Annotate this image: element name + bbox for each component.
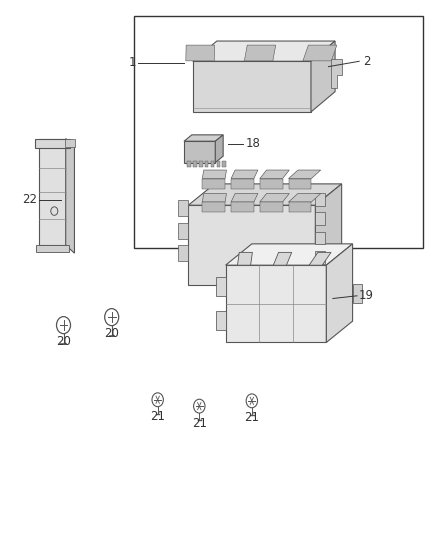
Polygon shape: [188, 184, 342, 205]
Text: 19: 19: [359, 289, 374, 302]
Polygon shape: [216, 311, 226, 330]
Polygon shape: [303, 45, 337, 61]
Polygon shape: [178, 245, 188, 261]
Polygon shape: [193, 61, 311, 112]
Polygon shape: [202, 193, 226, 202]
Polygon shape: [178, 223, 188, 239]
Polygon shape: [331, 59, 342, 88]
Polygon shape: [231, 179, 254, 189]
Polygon shape: [216, 277, 226, 296]
Bar: [216, 161, 220, 167]
Polygon shape: [289, 193, 321, 202]
Bar: [199, 161, 202, 167]
Polygon shape: [193, 41, 335, 61]
Polygon shape: [244, 45, 276, 61]
Text: 1: 1: [128, 56, 136, 69]
Polygon shape: [35, 139, 70, 148]
Polygon shape: [315, 184, 342, 285]
Text: 18: 18: [245, 138, 260, 150]
Polygon shape: [260, 170, 289, 179]
Polygon shape: [226, 265, 326, 343]
Polygon shape: [260, 179, 283, 189]
Polygon shape: [289, 179, 311, 189]
Polygon shape: [226, 244, 353, 265]
Bar: [134, 16, 423, 248]
Polygon shape: [188, 205, 315, 285]
Polygon shape: [315, 251, 325, 264]
Polygon shape: [289, 170, 321, 179]
Polygon shape: [315, 231, 325, 244]
Polygon shape: [202, 202, 225, 212]
Text: 20: 20: [104, 327, 119, 340]
Polygon shape: [309, 253, 331, 265]
Polygon shape: [231, 193, 258, 202]
Text: 21: 21: [150, 410, 165, 423]
Polygon shape: [186, 45, 215, 61]
Bar: [187, 161, 191, 167]
Polygon shape: [215, 135, 223, 163]
Polygon shape: [311, 41, 335, 112]
Polygon shape: [202, 179, 225, 189]
Polygon shape: [65, 139, 75, 147]
Polygon shape: [273, 253, 292, 265]
Polygon shape: [237, 253, 252, 265]
Text: 2: 2: [364, 55, 371, 68]
Polygon shape: [231, 170, 258, 179]
Bar: [205, 161, 208, 167]
Polygon shape: [326, 244, 353, 343]
Polygon shape: [36, 245, 69, 252]
Polygon shape: [315, 193, 325, 206]
Polygon shape: [289, 202, 311, 212]
Text: 21: 21: [192, 417, 207, 430]
Bar: [193, 161, 197, 167]
Polygon shape: [184, 141, 215, 163]
Text: 20: 20: [56, 335, 71, 348]
Text: 21: 21: [244, 411, 259, 424]
Polygon shape: [66, 139, 74, 253]
Polygon shape: [315, 213, 325, 225]
Polygon shape: [231, 202, 254, 212]
Polygon shape: [260, 193, 289, 202]
Polygon shape: [202, 170, 226, 179]
Polygon shape: [184, 135, 223, 141]
Polygon shape: [39, 139, 66, 245]
Polygon shape: [178, 200, 188, 216]
Text: 22: 22: [22, 193, 37, 206]
Bar: [223, 161, 226, 167]
Polygon shape: [260, 202, 283, 212]
Bar: [211, 161, 214, 167]
Polygon shape: [353, 284, 362, 303]
